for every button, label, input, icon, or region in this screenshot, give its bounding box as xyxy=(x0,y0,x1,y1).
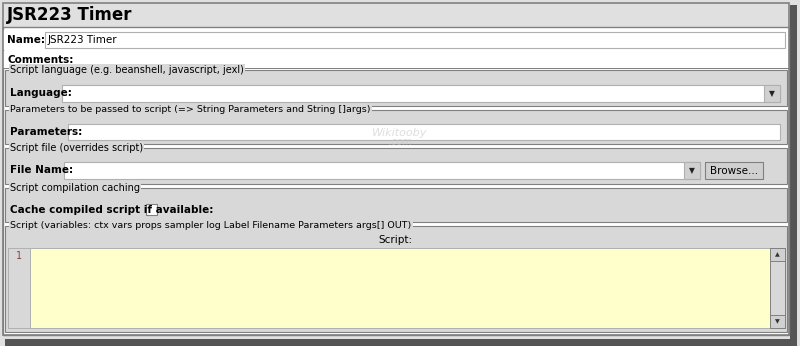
Text: File Name:: File Name: xyxy=(10,165,73,175)
Bar xyxy=(684,162,700,179)
Bar xyxy=(68,124,780,140)
Bar xyxy=(770,248,785,328)
Bar xyxy=(764,85,780,102)
Text: ▼: ▼ xyxy=(769,89,775,98)
Bar xyxy=(790,5,797,346)
Text: Script file (overrides script): Script file (overrides script) xyxy=(10,143,143,153)
Text: Parameters:: Parameters: xyxy=(10,127,82,137)
Text: 1: 1 xyxy=(16,251,22,261)
Bar xyxy=(3,51,789,69)
Bar xyxy=(5,226,787,332)
Text: Script (variables: ctx vars props sampler log Label Filename Parameters args[] O: Script (variables: ctx vars props sample… xyxy=(10,221,411,230)
Text: Script:: Script: xyxy=(378,235,412,245)
Bar xyxy=(5,188,787,222)
Bar xyxy=(30,248,770,328)
Text: Parameters to be passed to script (=> String Parameters and String []args): Parameters to be passed to script (=> St… xyxy=(10,106,370,115)
Bar xyxy=(146,204,157,215)
Text: Language:: Language: xyxy=(10,88,72,98)
Bar xyxy=(5,148,787,184)
Text: Browse...: Browse... xyxy=(710,165,758,175)
Text: Script compilation caching: Script compilation caching xyxy=(10,183,140,193)
Bar xyxy=(770,248,785,261)
Bar xyxy=(3,3,789,27)
Bar xyxy=(5,339,795,346)
Text: JSR223 Timer: JSR223 Timer xyxy=(48,35,118,45)
Text: ▲: ▲ xyxy=(775,252,780,257)
Text: .com: .com xyxy=(388,137,412,147)
Bar xyxy=(3,27,789,335)
Bar xyxy=(3,30,789,50)
Text: ▼: ▼ xyxy=(689,166,695,175)
Bar xyxy=(45,32,785,48)
Bar xyxy=(62,85,780,102)
Text: Wikitooby: Wikitooby xyxy=(372,128,428,138)
Text: Name:: Name: xyxy=(7,35,45,45)
Bar xyxy=(5,70,787,106)
Bar xyxy=(705,162,763,179)
Text: JSR223 Timer: JSR223 Timer xyxy=(7,6,133,24)
Text: ▼: ▼ xyxy=(775,319,780,324)
Text: Script language (e.g. beanshell, javascript, jexl): Script language (e.g. beanshell, javascr… xyxy=(10,65,244,75)
Text: Comments:: Comments: xyxy=(7,55,74,65)
Bar xyxy=(3,68,789,69)
Bar xyxy=(64,162,700,179)
Bar xyxy=(5,110,787,144)
Bar xyxy=(770,315,785,328)
Text: Cache compiled script if available:: Cache compiled script if available: xyxy=(10,205,214,215)
Bar xyxy=(8,248,30,328)
